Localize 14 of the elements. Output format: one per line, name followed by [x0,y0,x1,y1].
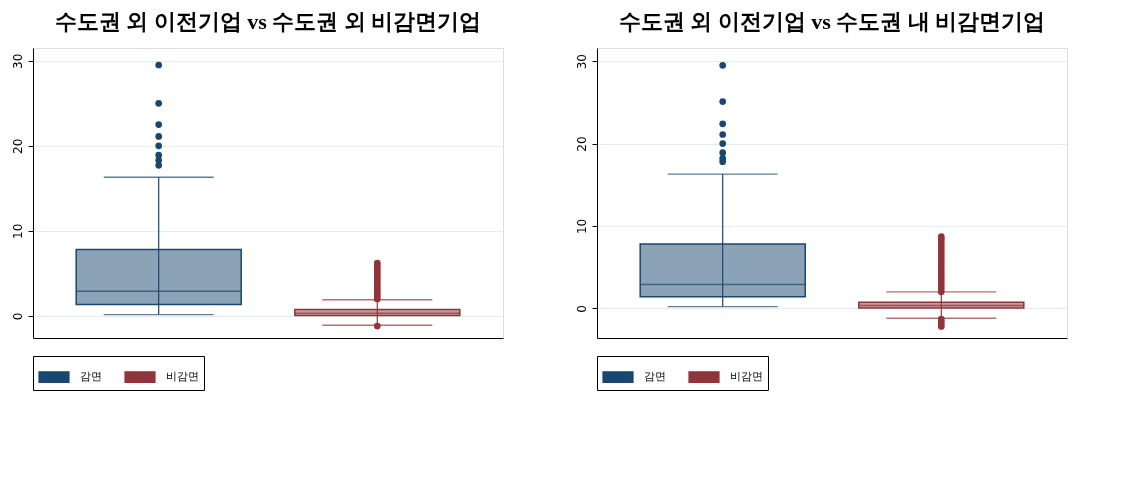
chart-title: 수도권 외 이전기업 vs 수도권 내 비감면기업 [618,9,1046,34]
y-tick-label: 20 [10,138,25,154]
legend-label: 감면 [80,370,102,384]
chart-title: 수도권 외 이전기업 vs 수도권 외 비감면기업 [54,9,482,34]
y-tick-label: 30 [10,53,25,69]
y-tick-label: 0 [10,312,25,321]
legend-label: 비감면 [730,370,763,384]
y-tick-label: 0 [574,305,589,313]
y-tick-label: 10 [10,223,25,239]
legend-label: 감면 [644,370,666,384]
y-tick-label: 10 [574,218,589,235]
y-tick-label: 20 [574,136,589,152]
y-tick-label: 30 [574,54,589,70]
legend-label: 비감면 [166,370,199,384]
